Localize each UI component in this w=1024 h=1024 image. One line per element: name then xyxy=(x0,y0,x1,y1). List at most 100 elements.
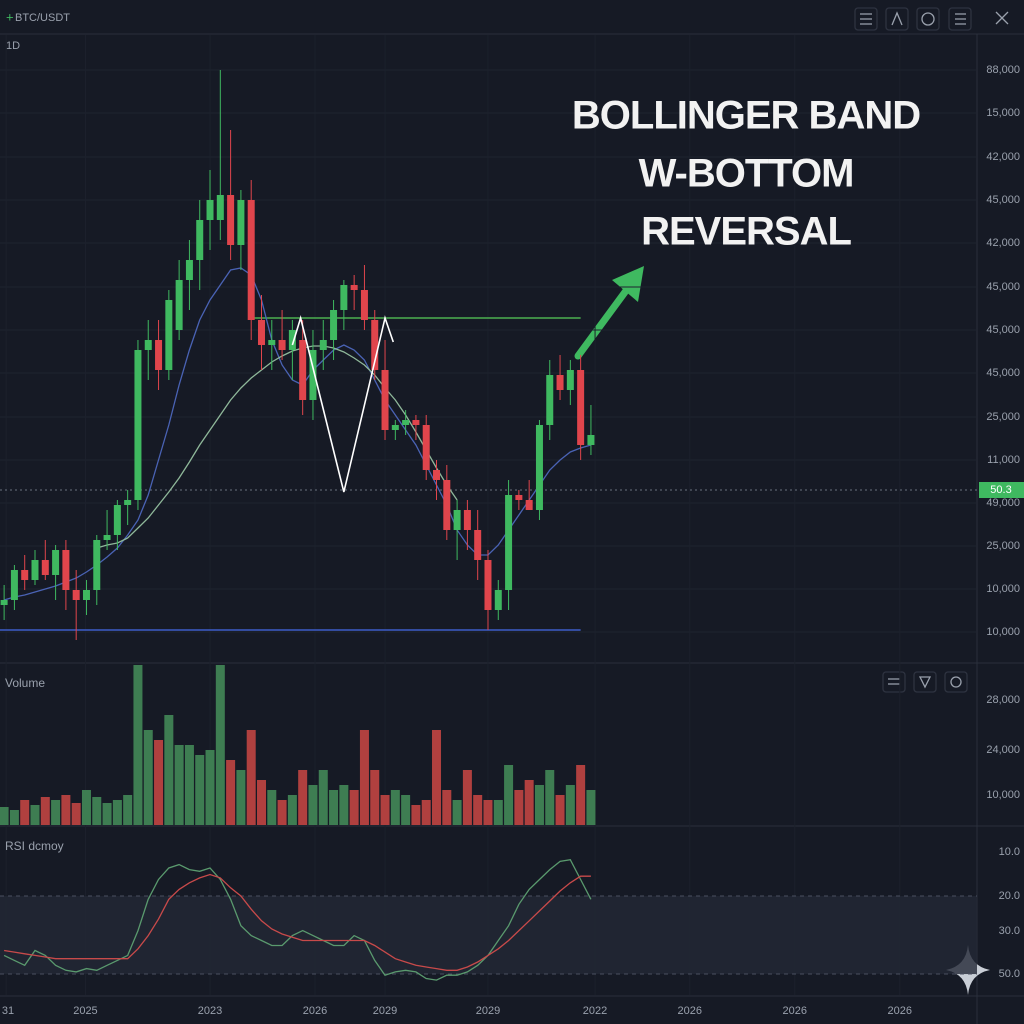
candle-body xyxy=(330,310,338,340)
candle-body xyxy=(278,340,286,350)
candle-body xyxy=(144,340,152,350)
volume-bar xyxy=(308,785,318,825)
tool-icon xyxy=(891,11,903,26)
candle-body xyxy=(453,510,461,530)
x-tick-label: 31 xyxy=(2,1005,14,1017)
volume-bar xyxy=(555,795,565,825)
tool-icon xyxy=(955,13,966,25)
y-tick-label: 25,000 xyxy=(986,540,1020,552)
volume-bar xyxy=(432,730,442,825)
volume-bar xyxy=(236,770,246,825)
candle-body xyxy=(72,590,80,600)
tool-button[interactable] xyxy=(916,7,940,31)
candle-body xyxy=(546,375,554,425)
volume-bar xyxy=(51,800,61,825)
candle-body xyxy=(340,285,348,310)
y-tick-label: 25,000 xyxy=(986,411,1020,423)
candle-body xyxy=(360,290,368,320)
x-tick-label: 2026 xyxy=(678,1005,702,1017)
volume-bar xyxy=(102,803,112,825)
candle-body xyxy=(566,370,574,390)
volume-bar xyxy=(390,790,400,825)
volume-bar xyxy=(452,800,462,825)
rsi-line xyxy=(3,858,592,981)
candle-body xyxy=(52,550,60,575)
candle-body xyxy=(422,425,430,470)
y-tick-label: 20.0 xyxy=(999,890,1020,902)
tool-button[interactable] xyxy=(913,671,937,693)
volume-bar xyxy=(256,780,266,825)
candle-body xyxy=(484,560,492,610)
volume-bar xyxy=(411,805,421,825)
tool-button[interactable] xyxy=(885,7,909,31)
candle-body xyxy=(93,540,101,590)
volume-bar xyxy=(586,790,596,825)
y-tick-label: 10.0 xyxy=(999,846,1020,858)
candle-body xyxy=(247,200,255,320)
volume-bar xyxy=(483,800,493,825)
tool-button[interactable] xyxy=(948,7,972,31)
y-tick-label: 45,000 xyxy=(986,324,1020,336)
chart-title: W-BOTTOM xyxy=(639,152,854,196)
candle-body xyxy=(165,300,173,370)
y-tick-label: 10,000 xyxy=(986,583,1020,595)
volume-bar xyxy=(298,770,308,825)
candle-body xyxy=(216,195,224,220)
volume-bar xyxy=(92,797,102,825)
volume-bar xyxy=(565,785,575,825)
candle-body xyxy=(0,600,8,605)
volume-bar xyxy=(133,665,143,825)
volume-bar xyxy=(462,770,472,825)
rsi-band xyxy=(0,896,977,975)
candle-body xyxy=(31,560,39,580)
volume-bar xyxy=(473,795,483,825)
trend-arrow-head xyxy=(612,266,644,302)
volume-bar xyxy=(339,785,349,825)
volume-bar xyxy=(380,795,390,825)
volume-bar xyxy=(123,795,133,825)
volume-bar xyxy=(246,730,256,825)
candle-body xyxy=(288,330,296,350)
tool-icon xyxy=(888,678,900,685)
candle-body xyxy=(371,320,379,370)
volume-bar xyxy=(349,790,359,825)
volume-bar xyxy=(20,800,30,825)
plot: 88,000 15,000 42,000 45,000 42,000 45,000 45,0… xyxy=(0,35,1024,1017)
volume-bar xyxy=(9,810,19,825)
tool-button[interactable] xyxy=(854,7,878,31)
rsi-line xyxy=(4,873,591,971)
x-tick-label: 2022 xyxy=(583,1005,607,1017)
volume-bar xyxy=(164,715,174,825)
close-button[interactable] xyxy=(995,11,1009,25)
candle-body xyxy=(474,530,482,560)
volume-bar xyxy=(421,800,431,825)
volume-bar xyxy=(359,730,369,825)
volume-bar xyxy=(195,755,205,825)
panel-label: RSI dcmoy xyxy=(5,839,64,853)
y-tick-label: 45,000 xyxy=(986,194,1020,206)
volume-bar xyxy=(71,803,81,825)
volume-bar xyxy=(30,805,40,825)
candle-body xyxy=(525,500,533,510)
volume-bar xyxy=(215,665,225,825)
candle-body xyxy=(257,320,265,345)
x-tick-label: 2023 xyxy=(198,1005,222,1017)
candle-body xyxy=(134,350,142,500)
y-tick-label: 30.0 xyxy=(999,925,1020,937)
y-tick-label: 42,000 xyxy=(986,151,1020,163)
y-tick-label: 11,000 xyxy=(987,454,1020,466)
tool-button[interactable] xyxy=(882,671,906,693)
candle-body xyxy=(515,495,523,500)
candle-body xyxy=(402,420,410,425)
candle-body xyxy=(268,340,276,345)
volume-bar xyxy=(493,800,503,825)
y-tick-label: 15,000 xyxy=(986,107,1020,119)
candle-body xyxy=(206,200,214,220)
band-line xyxy=(96,345,458,549)
candle-body xyxy=(113,505,121,535)
candle-body xyxy=(175,280,183,330)
tool-button[interactable] xyxy=(944,671,968,693)
symbol: BTC/USDT xyxy=(15,12,70,24)
candle-body xyxy=(587,435,595,445)
